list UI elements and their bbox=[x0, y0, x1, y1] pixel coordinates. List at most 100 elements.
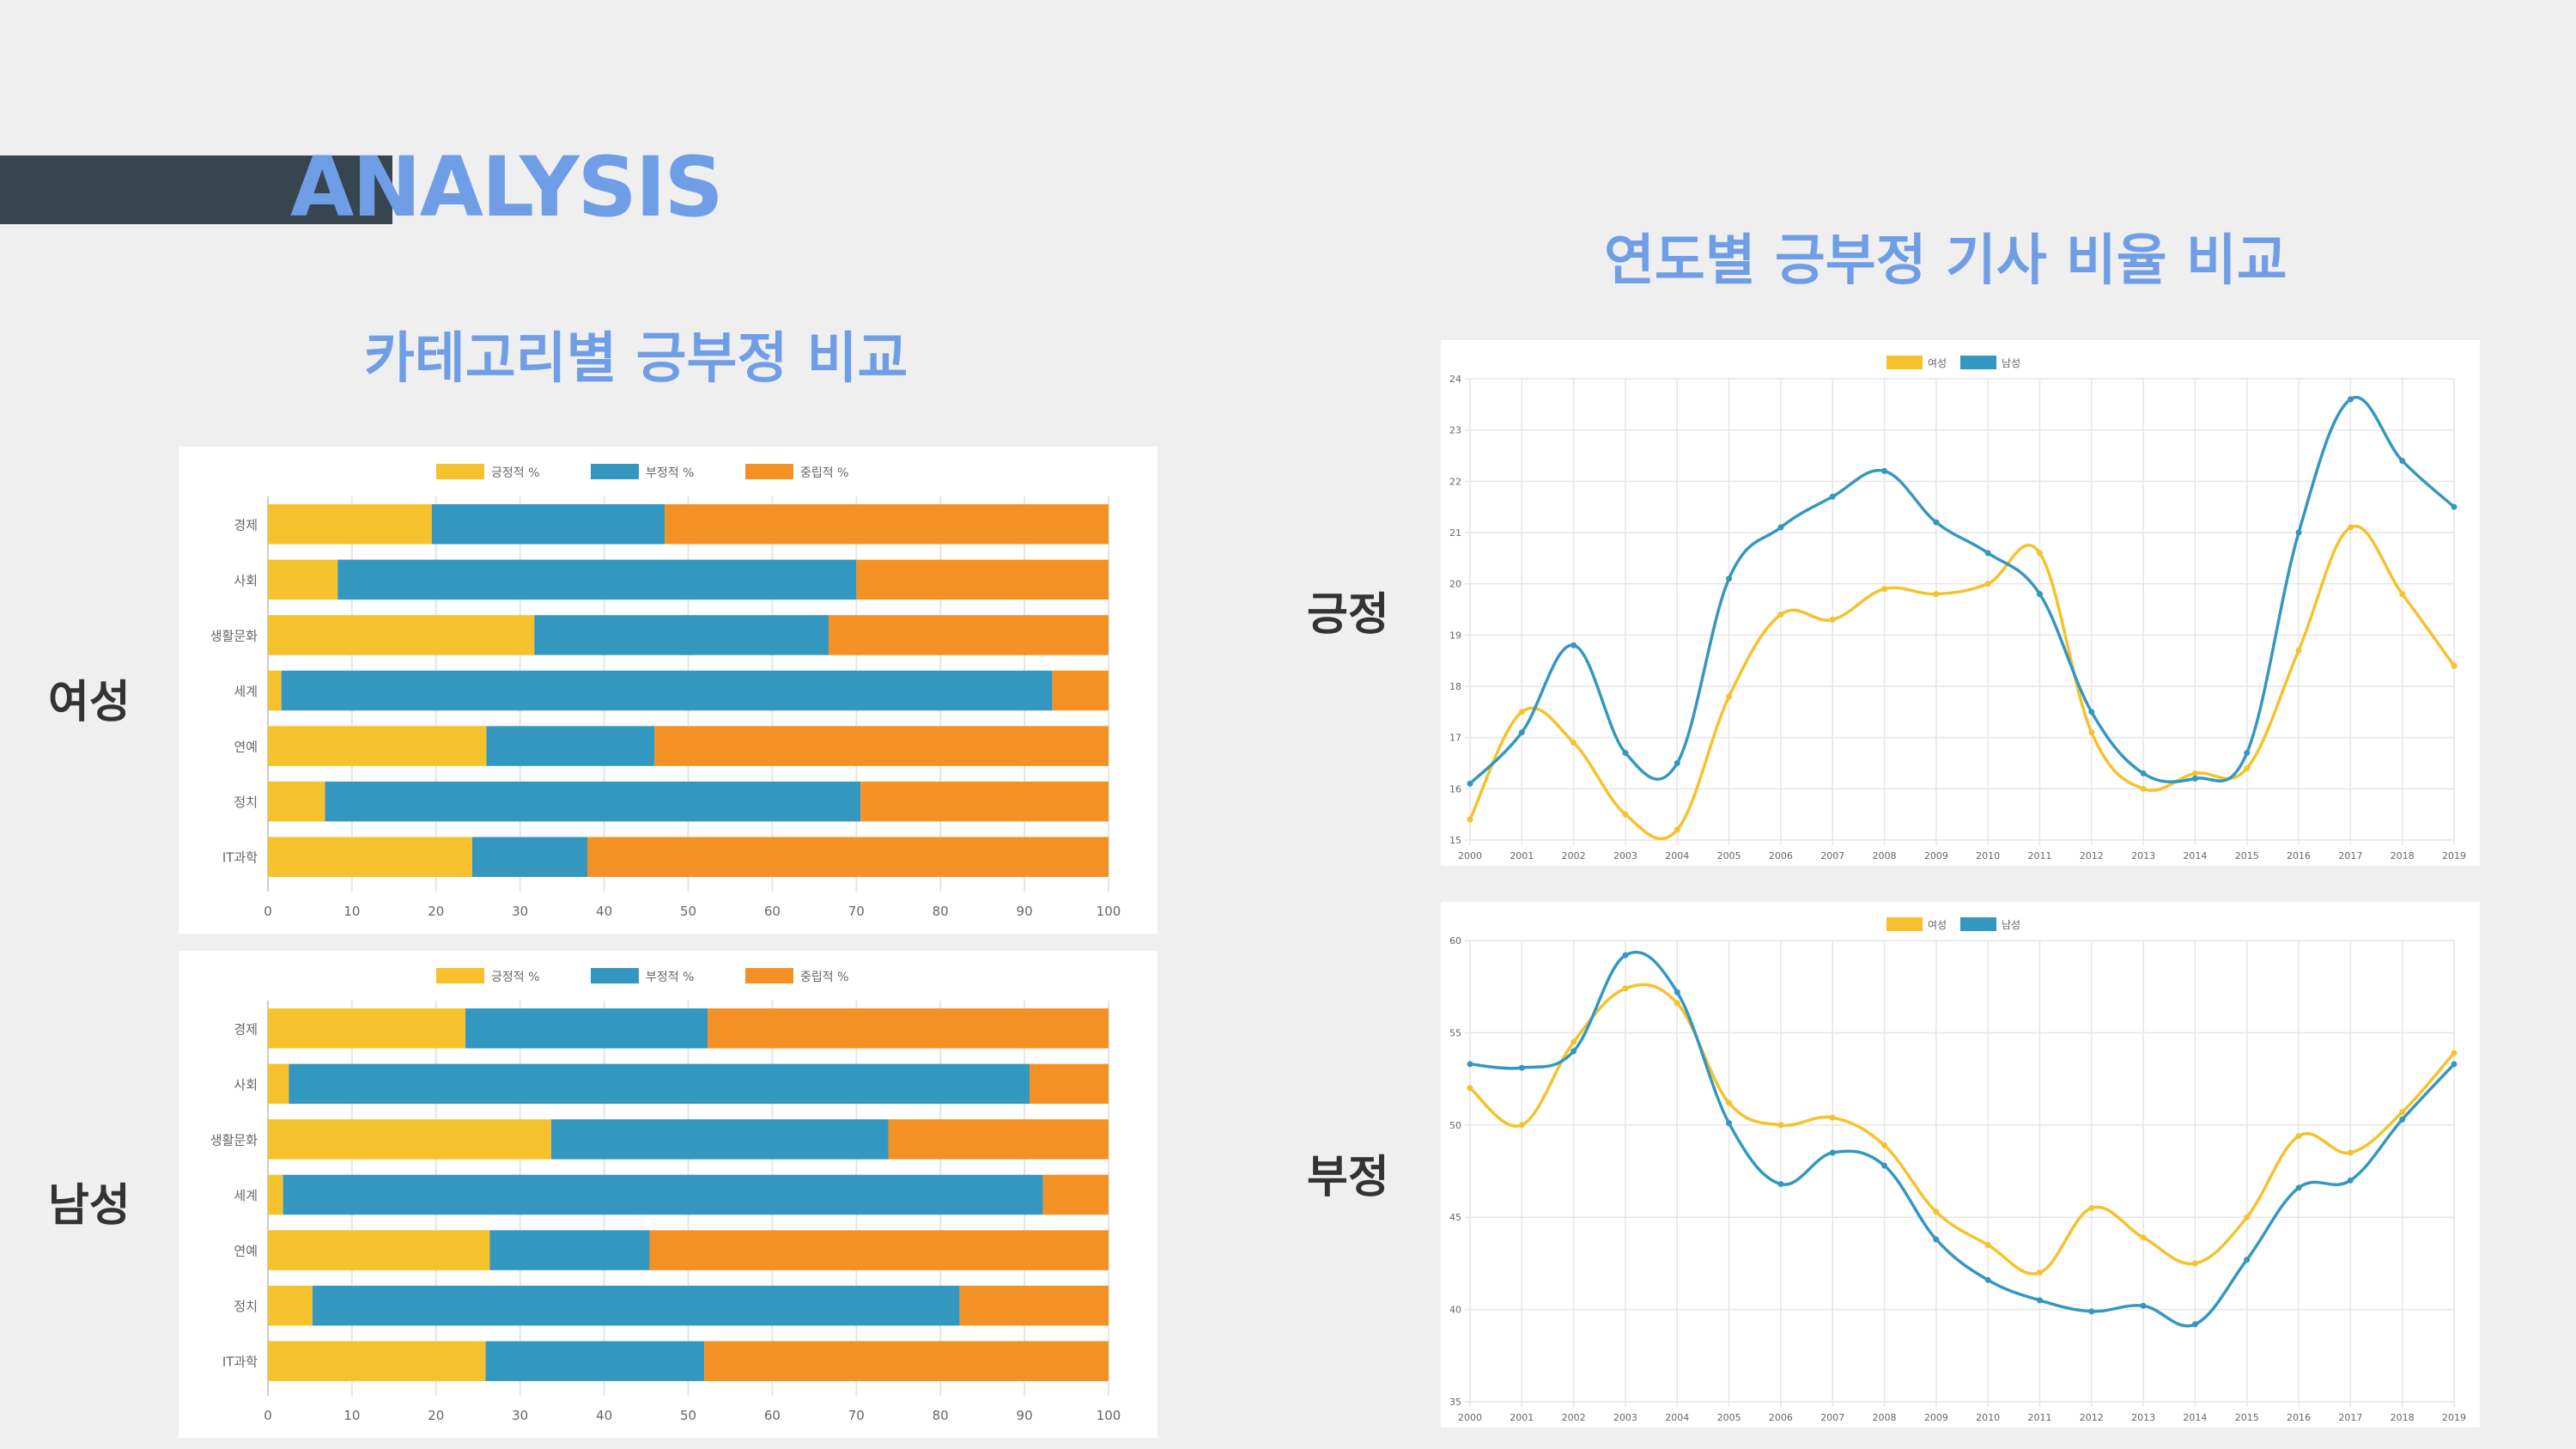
x-tick-label: 2000 bbox=[1458, 1412, 1482, 1423]
data-point bbox=[2451, 1050, 2458, 1056]
y-tick-label: 60 bbox=[1449, 935, 1461, 947]
x-tick-label: 2003 bbox=[1613, 850, 1637, 861]
data-point bbox=[1726, 1099, 1733, 1106]
x-tick-label: 70 bbox=[848, 1408, 865, 1423]
legend-swatch bbox=[745, 464, 793, 479]
legend-label: 중립적 % bbox=[800, 466, 848, 480]
data-point bbox=[2399, 1109, 2406, 1116]
legend-label: 남성 bbox=[2002, 919, 2020, 931]
x-tick-label: 2014 bbox=[2183, 850, 2207, 861]
bar-segment bbox=[704, 1341, 1109, 1381]
data-point bbox=[2244, 764, 2251, 771]
female-category-chart: 긍정적 % 부정적 % 중립적 % 0 10 20 30 40 50 60 70 80 90 100 경제 사… bbox=[179, 447, 1157, 934]
x-tick-label: 2003 bbox=[1613, 1412, 1637, 1423]
bar-segment bbox=[1052, 670, 1109, 711]
x-tick-label: 80 bbox=[933, 1408, 949, 1423]
legend-label: 여성 bbox=[1928, 919, 1947, 931]
bar-segment bbox=[268, 504, 432, 545]
y-tick-label: 세계 bbox=[234, 1188, 258, 1203]
y-tick-label: 경제 bbox=[234, 517, 258, 533]
y-tick-label: 18 bbox=[1449, 681, 1461, 692]
bar-segment bbox=[486, 726, 655, 766]
bar-segment bbox=[289, 1063, 1030, 1105]
data-point bbox=[1829, 493, 1836, 500]
bar-segment bbox=[587, 837, 1109, 877]
x-tick-label: 2005 bbox=[1717, 1412, 1741, 1423]
x-tick-label: 10 bbox=[343, 1408, 360, 1423]
data-point bbox=[1674, 989, 1680, 995]
data-point bbox=[1674, 826, 1680, 833]
bar-segment bbox=[1029, 1063, 1109, 1105]
data-point bbox=[1726, 693, 1733, 700]
data-point bbox=[2451, 662, 2458, 669]
x-tick-label: 2014 bbox=[2183, 1412, 2207, 1423]
y-tick-label: 35 bbox=[1449, 1397, 1461, 1408]
female-label: 여성 bbox=[48, 677, 131, 728]
data-point bbox=[2036, 1269, 2043, 1276]
series-line bbox=[1468, 524, 2456, 841]
data-point bbox=[2036, 591, 2043, 598]
data-point bbox=[1984, 1276, 1991, 1283]
data-point bbox=[2191, 1321, 2198, 1328]
data-point bbox=[1777, 524, 1784, 531]
bar-segment bbox=[708, 1008, 1109, 1049]
bar-segment bbox=[489, 1230, 650, 1270]
data-point bbox=[2088, 729, 2095, 736]
y-tick-label: 경제 bbox=[234, 1021, 258, 1037]
y-tick-label: 40 bbox=[1449, 1305, 1461, 1316]
bar-segment bbox=[268, 1285, 313, 1326]
bar-segment bbox=[959, 1285, 1109, 1326]
bar-segment bbox=[283, 1174, 1043, 1215]
data-point bbox=[1881, 467, 1888, 474]
x-tick-label: 2016 bbox=[2287, 850, 2311, 861]
bar-segment bbox=[431, 504, 665, 545]
y-tick-label: 15 bbox=[1449, 835, 1461, 846]
y-tick-label: 16 bbox=[1449, 783, 1461, 795]
legend-label: 부정적 % bbox=[646, 466, 694, 480]
data-point bbox=[1933, 1236, 1940, 1243]
left-section-title: 카테고리별 긍부정 비교 bbox=[364, 327, 908, 391]
data-point bbox=[1518, 729, 1525, 736]
data-point bbox=[1571, 1038, 1577, 1045]
data-point bbox=[1933, 1209, 1940, 1215]
data-point bbox=[1571, 642, 1577, 648]
data-point bbox=[1518, 1064, 1525, 1071]
x-tick-label: 2018 bbox=[2391, 850, 2415, 861]
data-point bbox=[2140, 770, 2147, 776]
data-point bbox=[1467, 1061, 1473, 1068]
x-tick-label: 90 bbox=[1017, 904, 1033, 919]
y-tick-label: 23 bbox=[1449, 425, 1461, 436]
data-point bbox=[1622, 811, 1629, 818]
data-point bbox=[1622, 952, 1629, 959]
data-point bbox=[2295, 529, 2302, 536]
y-tick-label: 세계 bbox=[234, 684, 258, 699]
legend-swatch bbox=[591, 968, 639, 983]
data-point bbox=[2088, 1308, 2095, 1315]
data-point bbox=[2399, 591, 2406, 598]
y-tick-label: 연예 bbox=[234, 740, 258, 755]
y-tick-label: 사회 bbox=[234, 573, 258, 588]
data-point bbox=[2140, 1302, 2147, 1309]
y-tick-label: 22 bbox=[1449, 476, 1461, 487]
data-point bbox=[1622, 985, 1629, 992]
data-point bbox=[2295, 1184, 2302, 1191]
x-tick-label: 2018 bbox=[2391, 1412, 2415, 1423]
x-tick-label: 20 bbox=[428, 1408, 444, 1423]
data-point bbox=[2191, 770, 2198, 776]
y-tick-label: IT과학 bbox=[222, 850, 258, 866]
x-tick-label: 0 bbox=[264, 1408, 272, 1423]
data-point bbox=[2140, 1234, 2147, 1241]
x-tick-label: 0 bbox=[264, 904, 272, 919]
x-tick-label: 2005 bbox=[1717, 850, 1741, 861]
y-tick-label: 생활문화 bbox=[210, 628, 258, 643]
x-tick-label: 2007 bbox=[1820, 850, 1844, 861]
data-point bbox=[1881, 586, 1888, 593]
positive-year-chart-svg: 여성 남성 15 16 17 18 19 20 21 22 23 24 2000 2001 2002 2003… bbox=[1449, 356, 2466, 861]
data-point bbox=[2347, 396, 2354, 403]
data-point bbox=[1467, 1085, 1473, 1092]
legend-swatch bbox=[1886, 356, 1923, 369]
data-point bbox=[2451, 1061, 2458, 1068]
x-tick-label: 2019 bbox=[2442, 850, 2466, 861]
data-point bbox=[2244, 1214, 2251, 1221]
data-point bbox=[2347, 1177, 2354, 1184]
